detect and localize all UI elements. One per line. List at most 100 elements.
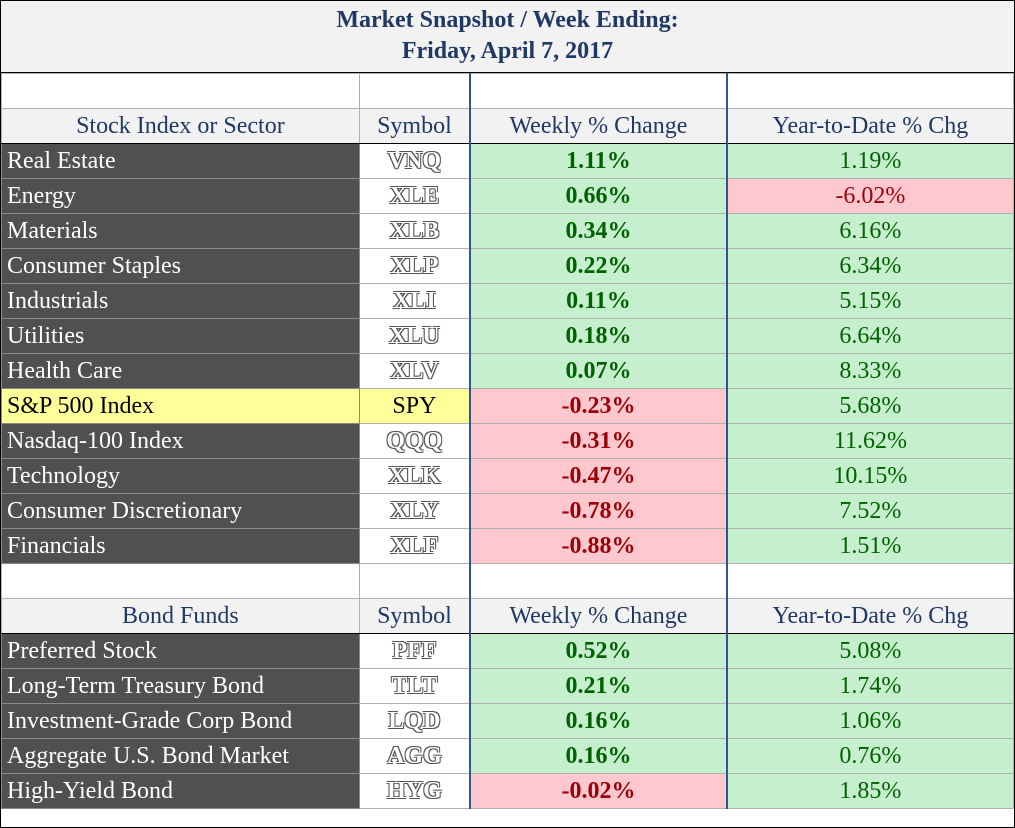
table-row: Energy XLE 0.66% -6.02% xyxy=(1,178,1014,214)
table-row: Real Estate VNQ 1.11% 1.19% xyxy=(1,143,1014,179)
row-ytd-change: 8.33% xyxy=(726,353,1014,389)
row-ytd-change: 1.51% xyxy=(726,528,1014,564)
table-row: High-Yield Bond HYG -0.02% 1.85% xyxy=(1,773,1014,809)
row-name: Nasdaq-100 Index xyxy=(1,423,360,459)
symbol-text: XLB xyxy=(389,217,440,244)
row-name: Materials xyxy=(1,213,360,249)
row-symbol: XLF xyxy=(358,528,471,564)
symbol-text: XLI xyxy=(393,287,436,314)
bond-header-name: Bond Funds xyxy=(1,598,360,634)
row-symbol: XLV xyxy=(358,353,471,389)
row-ytd-change: 1.19% xyxy=(726,143,1014,179)
row-weekly-change: 0.22% xyxy=(469,248,728,284)
stock-header-row: Stock Index or Sector Symbol Weekly % Ch… xyxy=(1,108,1014,144)
row-weekly-change: 0.16% xyxy=(469,738,728,774)
table-row: Materials XLB 0.34% 6.16% xyxy=(1,213,1014,249)
symbol-text: XLF xyxy=(390,532,439,559)
row-ytd-change: 1.85% xyxy=(726,773,1014,809)
spacer-row xyxy=(1,563,1014,599)
table-row: Industrials XLI 0.11% 5.15% xyxy=(1,283,1014,319)
row-ytd-change: 6.64% xyxy=(726,318,1014,354)
row-name: Long-Term Treasury Bond xyxy=(1,668,360,704)
symbol-text: XLP xyxy=(390,252,439,279)
row-ytd-change: 6.34% xyxy=(726,248,1014,284)
row-ytd-change: 0.76% xyxy=(726,738,1014,774)
row-symbol: HYG xyxy=(358,773,471,809)
symbol-text: XLV xyxy=(390,357,439,384)
row-symbol: SPY xyxy=(358,388,471,424)
row-weekly-change: -0.78% xyxy=(469,493,728,529)
row-weekly-change: -0.88% xyxy=(469,528,728,564)
row-name: Aggregate U.S. Bond Market xyxy=(1,738,360,774)
row-ytd-change: 1.06% xyxy=(726,703,1014,739)
table-row: Nasdaq-100 Index QQQ -0.31% 11.62% xyxy=(1,423,1014,459)
table-row: Consumer Staples XLP 0.22% 6.34% xyxy=(1,248,1014,284)
table-row: Technology XLK -0.47% 10.15% xyxy=(1,458,1014,494)
row-name: Investment-Grade Corp Bond xyxy=(1,703,360,739)
row-symbol: AGG xyxy=(358,738,471,774)
table-row: Financials XLF -0.88% 1.51% xyxy=(1,528,1014,564)
row-ytd-change: 7.52% xyxy=(726,493,1014,529)
title-line-1: Market Snapshot / Week Ending: xyxy=(336,7,679,33)
row-symbol: LQD xyxy=(358,703,471,739)
bond-header-row: Bond Funds Symbol Weekly % Change Year-to-D… xyxy=(1,598,1014,634)
table-row: Long-Term Treasury Bond TLT 0.21% 1.74% xyxy=(1,668,1014,704)
row-symbol: XLY xyxy=(358,493,471,529)
row-weekly-change: 0.21% xyxy=(469,668,728,704)
table-row: Utilities XLU 0.18% 6.64% xyxy=(1,318,1014,354)
row-name: Health Care xyxy=(1,353,360,389)
spacer-row xyxy=(1,73,1014,109)
row-ytd-change: 5.15% xyxy=(726,283,1014,319)
stock-header-symbol: Symbol xyxy=(358,108,471,144)
row-symbol: XLI xyxy=(358,283,471,319)
table-row: Aggregate U.S. Bond Market AGG 0.16% 0.76% xyxy=(1,738,1014,774)
stock-header-ytd: Year-to-Date % Chg xyxy=(726,108,1014,144)
row-name: Financials xyxy=(1,528,360,564)
row-symbol: XLU xyxy=(358,318,471,354)
stock-header-name: Stock Index or Sector xyxy=(1,108,360,144)
row-ytd-change: 5.68% xyxy=(726,388,1014,424)
symbol-text: PFF xyxy=(392,637,437,664)
row-weekly-change: 0.11% xyxy=(469,283,728,319)
title-line-2: Friday, April 7, 2017 xyxy=(401,38,614,64)
sheet-title: Market Snapshot / Week Ending: Friday, A… xyxy=(1,1,1014,73)
symbol-text: SPY xyxy=(392,392,437,419)
symbol-text: HYG xyxy=(387,777,442,804)
stock-header-weekly: Weekly % Change xyxy=(469,108,728,144)
row-name: S&P 500 Index xyxy=(1,388,360,424)
row-ytd-change: 5.08% xyxy=(726,633,1014,669)
row-symbol: XLP xyxy=(358,248,471,284)
symbol-text: QQQ xyxy=(386,427,443,454)
row-symbol: VNQ xyxy=(358,143,471,179)
table-row: Consumer Discretionary XLY -0.78% 7.52% xyxy=(1,493,1014,529)
row-symbol: QQQ xyxy=(358,423,471,459)
row-symbol: XLB xyxy=(358,213,471,249)
symbol-text: LQD xyxy=(388,707,441,734)
symbol-text: XLK xyxy=(388,462,441,489)
row-name: Industrials xyxy=(1,283,360,319)
row-name: Real Estate xyxy=(1,143,360,179)
row-name: Technology xyxy=(1,458,360,494)
snapshot-table-body: Stock Index or Sector Symbol Weekly % Ch… xyxy=(1,73,1014,809)
row-name: Consumer Discretionary xyxy=(1,493,360,529)
bond-header-ytd: Year-to-Date % Chg xyxy=(726,598,1014,634)
row-symbol: XLE xyxy=(358,178,471,214)
row-name: Preferred Stock xyxy=(1,633,360,669)
symbol-text: XLY xyxy=(390,497,439,524)
symbol-text: AGG xyxy=(387,742,442,769)
row-symbol: XLK xyxy=(358,458,471,494)
bond-header-weekly: Weekly % Change xyxy=(469,598,728,634)
row-weekly-change: 0.52% xyxy=(469,633,728,669)
row-weekly-change: 0.34% xyxy=(469,213,728,249)
row-weekly-change: 1.11% xyxy=(469,143,728,179)
row-weekly-change: -0.23% xyxy=(469,388,728,424)
table-row: Investment-Grade Corp Bond LQD 0.16% 1.06% xyxy=(1,703,1014,739)
row-name: Energy xyxy=(1,178,360,214)
symbol-text: TLT xyxy=(391,672,438,699)
row-symbol: TLT xyxy=(358,668,471,704)
symbol-text: VNQ xyxy=(387,147,442,174)
row-weekly-change: -0.31% xyxy=(469,423,728,459)
table-row: S&P 500 Index SPY -0.23% 5.68% xyxy=(1,388,1014,424)
row-weekly-change: -0.47% xyxy=(469,458,728,494)
